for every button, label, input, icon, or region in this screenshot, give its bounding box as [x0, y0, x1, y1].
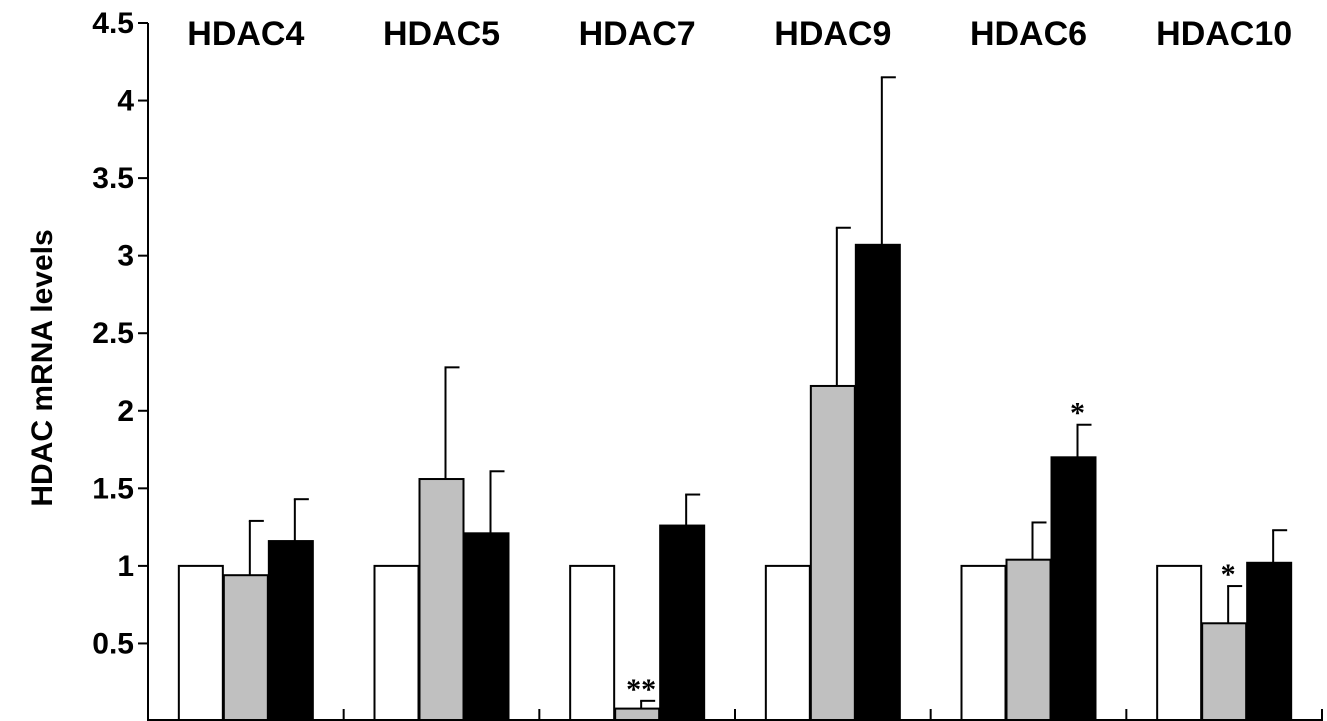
- bar-hdac6-s2: [1005, 558, 1052, 721]
- y-tick-label: 1: [117, 550, 134, 583]
- bar-hdac9-s2: [809, 384, 856, 721]
- bar-hdac7-s1: [569, 564, 616, 721]
- bar-hdac5-s2: [418, 478, 465, 721]
- category-label-hdac5: HDAC5: [383, 15, 500, 53]
- significance-marker: *: [1070, 397, 1085, 430]
- bar-hdac5-s3: [463, 532, 510, 721]
- y-tick-label: 4.5: [92, 7, 134, 40]
- bar-hdac4-s1: [177, 564, 224, 721]
- y-axis-title: HDAC mRNA levels: [26, 229, 59, 506]
- bar-hdac4-s3: [267, 540, 314, 721]
- significance-markers: ****: [626, 397, 1235, 706]
- y-axis-ticks: 0.5 1 1.5 2 2.5 3 3.5 4 4.5: [92, 7, 148, 660]
- significance-marker: **: [626, 673, 656, 706]
- bars: [177, 243, 1293, 721]
- category-label-hdac7: HDAC7: [579, 15, 696, 53]
- bar-hdac10-s2: [1201, 622, 1248, 721]
- bar-hdac9-s3: [854, 243, 901, 721]
- bar-hdac6-s1: [960, 564, 1007, 721]
- x-axis-ticks: [147, 709, 1323, 721]
- category-label-hdac10: HDAC10: [1156, 15, 1292, 53]
- bar-hdac5-s1: [373, 564, 420, 721]
- y-tick-label: 1.5: [92, 472, 134, 505]
- y-tick-label: 4: [117, 85, 134, 118]
- error-bars: [248, 76, 1288, 709]
- bar-hdac6-s3: [1050, 456, 1097, 721]
- bar-hdac10-s1: [1156, 564, 1203, 721]
- bar-hdac9-s1: [764, 564, 811, 721]
- bar-hdac4-s2: [222, 574, 269, 721]
- category-label-hdac4: HDAC4: [187, 15, 304, 53]
- category-label-hdac9: HDAC9: [774, 15, 891, 53]
- category-label-hdac6: HDAC6: [970, 15, 1087, 53]
- y-tick-label: 2: [117, 395, 134, 428]
- category-labels: HDAC4 HDAC5 HDAC7 HDAC9 HDAC6 HDAC10: [187, 15, 1292, 53]
- y-tick-label: 2.5: [92, 317, 134, 350]
- y-tick-label: 3.5: [92, 162, 134, 195]
- significance-marker: *: [1221, 558, 1236, 591]
- bar-hdac10-s3: [1246, 561, 1293, 721]
- y-tick-label: 0.5: [92, 627, 134, 660]
- y-tick-label: 3: [117, 240, 134, 273]
- bar-hdac7-s3: [659, 524, 706, 721]
